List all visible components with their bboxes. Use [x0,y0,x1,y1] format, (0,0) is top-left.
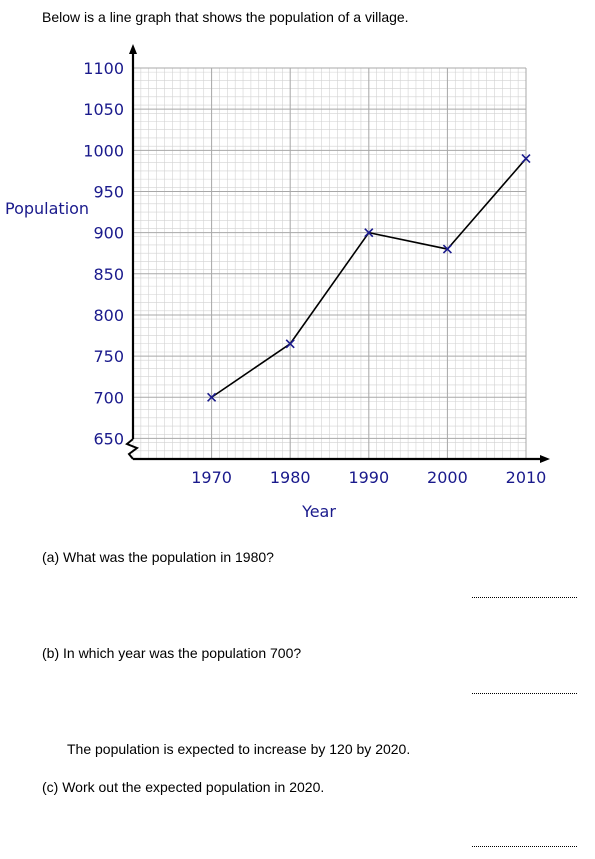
y-axis-break [125,438,140,460]
data-point-marker [364,228,374,238]
x-tick-label: 1970 [191,468,232,487]
x-tick-label: 2000 [427,468,468,487]
y-tick-label: 750 [93,347,124,366]
y-tick-label: 950 [93,182,124,201]
data-point-marker [442,244,452,254]
x-tick-label: 1990 [348,468,389,487]
data-point-marker [285,339,295,349]
marker-stroke [442,244,452,254]
marker-stroke [285,339,295,349]
data-point-marker [521,153,531,164]
answer-line-b[interactable] [472,693,577,694]
y-tick-label: 1100 [83,59,124,78]
y-tick-label: 1000 [83,141,124,160]
axes [125,44,550,463]
answer-line-a[interactable] [472,597,577,598]
question-b: (b) In which year was the population 700… [42,645,302,661]
data-markers [207,153,531,402]
y-tick-label: 900 [93,224,124,243]
x-axis-label: Year [301,502,336,521]
intro-text: Below is a line graph that shows the pop… [42,9,409,25]
y-tick-labels: 650 700 750 800 850 900 950 1000 1050 1100 [83,59,124,448]
minor-grid [132,68,527,460]
y-tick-label: 700 [93,388,124,407]
y-axis-arrow [129,44,137,54]
x-tick-label: 2010 [506,468,547,487]
data-point-marker [207,392,217,402]
y-tick-label: 1050 [83,100,124,119]
x-tick-label: 1980 [270,468,311,487]
question-c-intro: The population is expected to increase b… [67,741,411,757]
marker-stroke [207,392,217,402]
answer-line-c[interactable] [472,846,577,847]
marker-stroke [521,153,531,164]
y-axis-label: Population [5,199,89,218]
x-axis-arrow [540,455,550,463]
x-tick-labels: 1970 1980 1990 2000 2010 [191,468,546,487]
y-tick-label: 650 [93,429,124,448]
y-tick-label: 850 [93,265,124,284]
major-grid [133,67,527,459]
question-c: (c) Work out the expected population in … [42,779,325,795]
question-a: (a) What was the population in 1980? [42,549,274,565]
marker-stroke [364,228,374,238]
y-tick-label: 800 [93,306,124,325]
